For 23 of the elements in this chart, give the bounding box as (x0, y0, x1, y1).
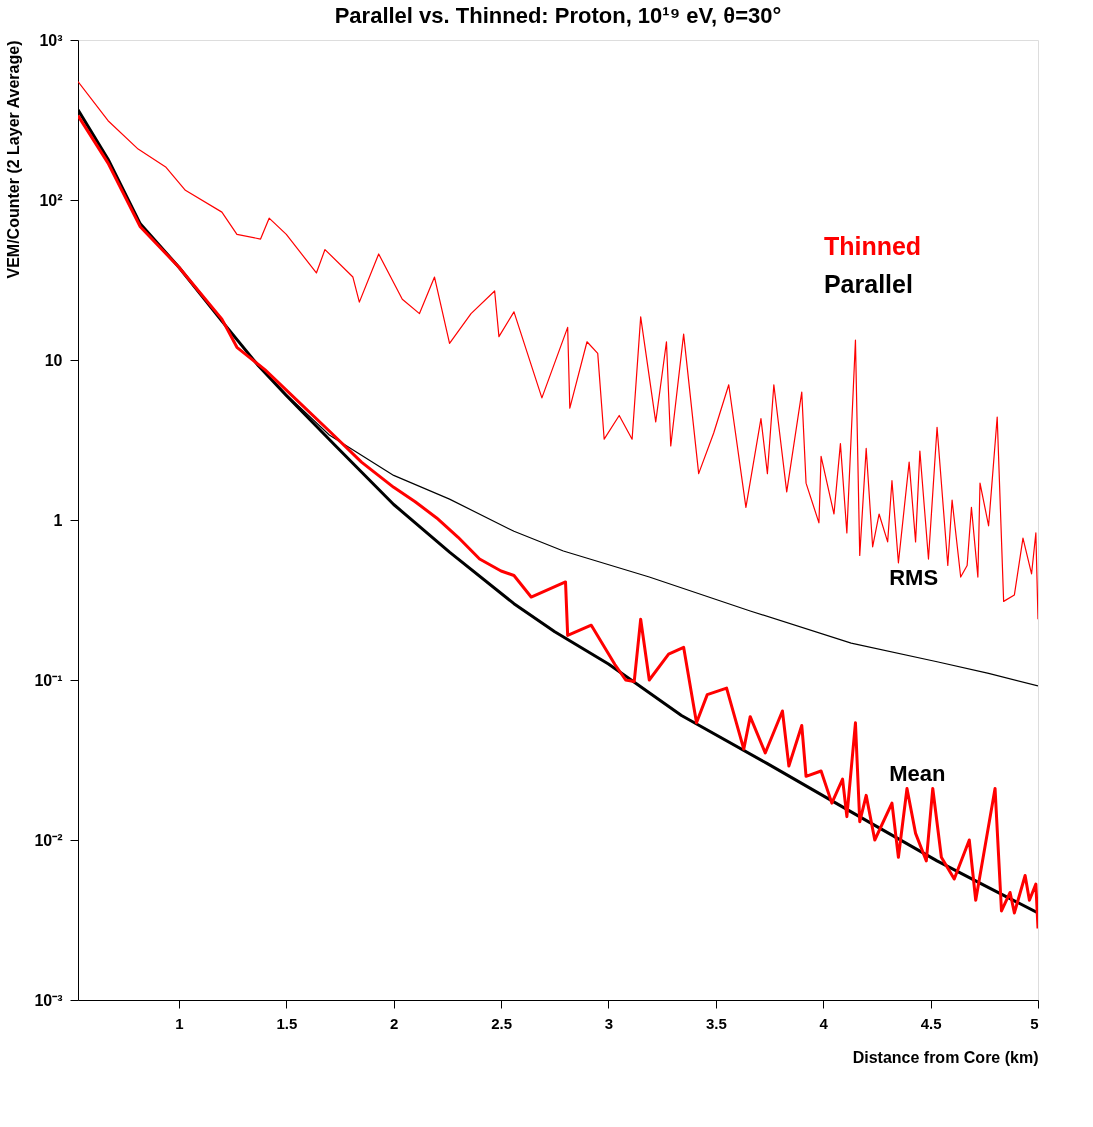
annotation: RMS (889, 564, 939, 590)
y-tick-label: 10⁻³ (34, 991, 63, 1009)
y-tick-label: 10⁻¹ (34, 671, 63, 689)
x-axis-title: Distance from Core (km) (852, 1048, 1039, 1066)
text: Thinned (823, 232, 922, 261)
x-tick-label: 1.5 (276, 1014, 298, 1032)
y-tick-label: 1 (53, 511, 63, 529)
x-tick-label: 3.5 (705, 1014, 727, 1032)
y-tick-label: 10 (44, 351, 63, 369)
x-tick-label: 2.5 (491, 1014, 513, 1032)
x-tick-label: 1 (175, 1014, 184, 1032)
y-tick-label: 10² (39, 191, 63, 209)
y-tick-label: 10⁻² (34, 831, 63, 849)
x-tick-label: 4.5 (920, 1014, 942, 1032)
text: Parallel (823, 270, 913, 299)
y-axis-title: VEM/Counter (2 Layer Average) (5, 40, 23, 279)
x-tick-label: 4 (819, 1014, 829, 1032)
x-tick-label: 3 (604, 1014, 614, 1032)
x-tick-label: 5 (1030, 1014, 1039, 1032)
x-tick-label: 2 (390, 1014, 399, 1032)
annotation: Mean (889, 761, 946, 787)
chart-title: Parallel vs. Thinned: Proton, 10¹⁹ eV, θ=30° (334, 3, 782, 28)
y-tick-label: 10³ (39, 31, 63, 49)
